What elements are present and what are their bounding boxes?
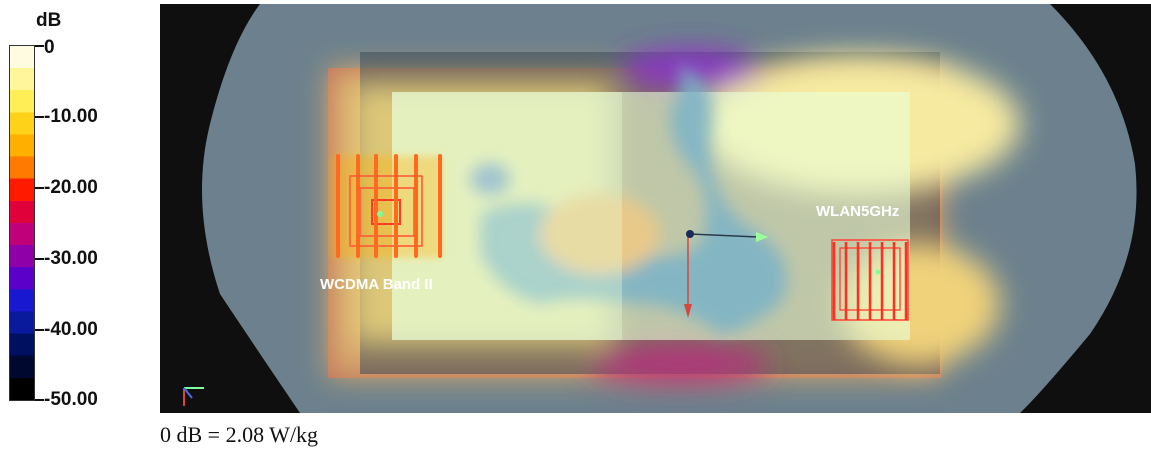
colorbar-tick-label: -20.00 [44,177,98,198]
colorbar-gradient [9,45,35,401]
heat-zone-bottom [590,344,770,384]
antenna-wcdma-glow [332,156,442,258]
antenna-wcdma-bars [336,154,442,258]
colorbar-tickmark [35,116,44,118]
colorbar-tick-label: -50.00 [44,389,98,410]
colorbar-tickmark [35,187,44,189]
antenna-label-wcdma: WCDMA Band II [320,276,433,293]
antenna-label-wlan: WLAN5GHz [816,203,899,220]
probe-axis-x [689,233,759,238]
heat-zone-purple-top [620,49,760,89]
antenna-wlan: WLAN5GHz [816,203,909,321]
colorbar-tick-label: -30.00 [44,248,98,269]
heat-zone-center [540,194,660,274]
coordinate-triad-icon [183,387,204,406]
coupling-band [480,64,787,334]
probe-arrowhead-y [684,304,692,318]
antenna-wlan-feed-point [875,269,881,275]
colorbar-legend: dB 0 -10.00 -20.00 -30.00 -40.00 -50.00 [0,0,150,420]
antenna-wcdma-outer-frame [349,175,423,247]
colorbar-unit: dB [36,10,62,31]
probe-origin [686,230,694,238]
colorbar-tickmark [35,258,44,260]
colorbar-tickmark [35,329,44,331]
probe-axes [684,230,768,318]
colorbar-tick-label: -10.00 [44,106,98,127]
colorbar-tickmark [35,45,44,47]
triad-axis-depth [183,387,193,399]
colorbar-tick-label: -40.00 [44,319,98,340]
colorbar-tickmark [35,399,44,401]
colorbar-tick-label: 0 [44,37,55,58]
reference-note: 0 dB = 2.08 W/kg [160,422,319,447]
sar-field-plot: WCDMA Band II WLAN5GHz [160,4,1151,413]
heat-zone-blue-spot [470,163,510,195]
antenna-wcdma-inner-frame [371,199,401,225]
antenna-wcdma: WCDMA Band II [320,154,442,293]
antenna-wlan-bars [832,242,908,320]
antenna-wcdma-feed-point [377,211,383,217]
probe-arrowhead-x [756,232,768,242]
